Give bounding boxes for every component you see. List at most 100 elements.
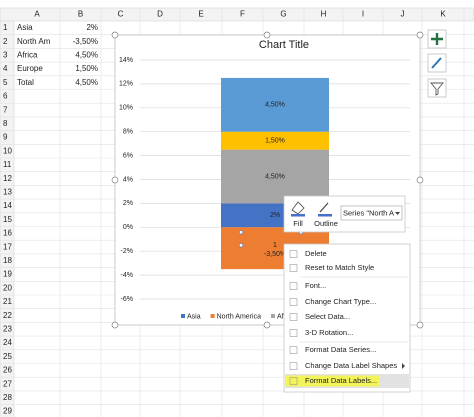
row-header: 9 <box>3 133 8 142</box>
y-tick-label: -6% <box>121 296 133 303</box>
cell-text: 2% <box>86 23 98 32</box>
column-header: J <box>401 10 405 19</box>
row-header: 1 <box>3 23 8 32</box>
row-header: 12 <box>3 174 12 183</box>
data-label: 2% <box>270 212 280 219</box>
menu-item[interactable]: Reset to Match Style <box>305 263 374 272</box>
menu-item[interactable]: Font... <box>305 281 326 290</box>
series-dropdown-text[interactable]: Series "North A <box>343 208 394 217</box>
submenu-arrow <box>402 363 405 369</box>
selection-handle[interactable] <box>416 31 424 39</box>
label-handle <box>238 243 244 248</box>
label-handle <box>238 230 244 235</box>
bar-segment[interactable] <box>221 77 329 132</box>
y-tick-label: 8% <box>123 129 133 136</box>
row-header: 21 <box>3 297 12 306</box>
outline-button[interactable]: Outline <box>314 219 338 228</box>
menu-item[interactable]: Change Data Label Shapes <box>305 361 397 370</box>
row-header: 25 <box>3 352 12 361</box>
menu-icon <box>289 313 298 321</box>
row-header: 24 <box>3 338 12 347</box>
series-dropdown[interactable] <box>340 205 403 221</box>
selection-handle[interactable] <box>263 321 271 329</box>
row-header: 13 <box>3 188 12 197</box>
cell-text: 4,50% <box>75 51 98 60</box>
row-header-bar <box>0 20 15 417</box>
brush-icon <box>431 57 442 69</box>
menu-icon <box>289 250 298 258</box>
row-header: 15 <box>3 215 12 224</box>
cell-text: -3,50% <box>73 37 98 46</box>
chart-title: Chart Title <box>259 39 309 51</box>
column-header: K <box>440 10 446 19</box>
selection-handle[interactable] <box>111 31 119 39</box>
plus-icon <box>431 33 443 45</box>
column-header: E <box>198 10 203 19</box>
menu-icon <box>289 346 298 354</box>
column-header: G <box>280 10 286 19</box>
row-header: 22 <box>3 311 12 320</box>
column-header: C <box>118 10 124 19</box>
menu-icon <box>289 282 298 290</box>
column-header: B <box>78 10 83 19</box>
y-tick-label: 2% <box>123 200 133 207</box>
data-label: -3,50% <box>264 251 286 258</box>
legend-label: North America <box>217 313 261 320</box>
data-label: 4,50% <box>265 102 285 109</box>
row-header: 27 <box>3 379 12 388</box>
label-annotation: 1 <box>273 242 277 249</box>
cell-text: Asia <box>17 23 33 32</box>
cell-text: Europe <box>17 64 43 73</box>
row-header: 8 <box>3 119 8 128</box>
y-tick-label: 10% <box>119 105 133 112</box>
y-tick-label: 0% <box>123 224 133 231</box>
y-tick-label: 6% <box>123 152 133 159</box>
column-header-bar <box>0 7 474 22</box>
column-header: I <box>362 10 364 19</box>
legend-label: Asia <box>187 313 201 320</box>
column-header: D <box>157 10 163 19</box>
selection-handle[interactable] <box>416 176 424 184</box>
cell-text: Africa <box>17 51 38 60</box>
column-header: A <box>34 10 40 19</box>
context-menu <box>283 243 411 393</box>
fill-icon <box>291 201 305 215</box>
menu-item[interactable]: Select Data... <box>305 312 350 321</box>
menu-item[interactable]: Format Data Series... <box>305 345 376 354</box>
cell-text: 4,50% <box>75 78 98 87</box>
dropdown-arrow <box>395 212 400 215</box>
selection-handle[interactable] <box>111 176 119 184</box>
y-tick-label: -2% <box>121 248 133 255</box>
row-header: 11 <box>3 160 12 169</box>
cell-text: 1,50% <box>75 64 98 73</box>
row-header: 6 <box>3 92 8 101</box>
selection-handle[interactable] <box>263 31 271 39</box>
fill-button[interactable]: Fill <box>293 219 303 228</box>
row-header: 20 <box>3 283 12 292</box>
bar-segment[interactable] <box>221 149 329 204</box>
menu-item[interactable]: Change Chart Type... <box>305 297 376 306</box>
data-label: 1,50% <box>265 138 285 145</box>
row-header: 28 <box>3 393 12 402</box>
legend-swatch <box>210 314 215 318</box>
row-header: 18 <box>3 256 12 265</box>
menu-icon <box>289 329 298 337</box>
menu-item[interactable]: Delete <box>305 249 327 258</box>
fill-color-bar <box>291 214 305 217</box>
row-header: 17 <box>3 242 12 251</box>
selection-handle[interactable] <box>416 321 424 329</box>
menu-icon <box>289 362 298 370</box>
row-header: 14 <box>3 201 12 210</box>
bar-segment[interactable] <box>221 131 329 150</box>
row-header: 23 <box>3 325 12 334</box>
column-header: H <box>321 10 327 19</box>
data-label: 4,50% <box>265 173 285 180</box>
menu-item[interactable]: Format Data Labels... <box>305 376 377 385</box>
y-tick-label: 4% <box>123 176 133 183</box>
selection-handle[interactable] <box>111 321 119 329</box>
menu-icon <box>289 264 298 272</box>
menu-icon <box>289 298 298 306</box>
row-header: 4 <box>3 64 8 73</box>
menu-item: 3-D Rotation... <box>305 328 353 337</box>
